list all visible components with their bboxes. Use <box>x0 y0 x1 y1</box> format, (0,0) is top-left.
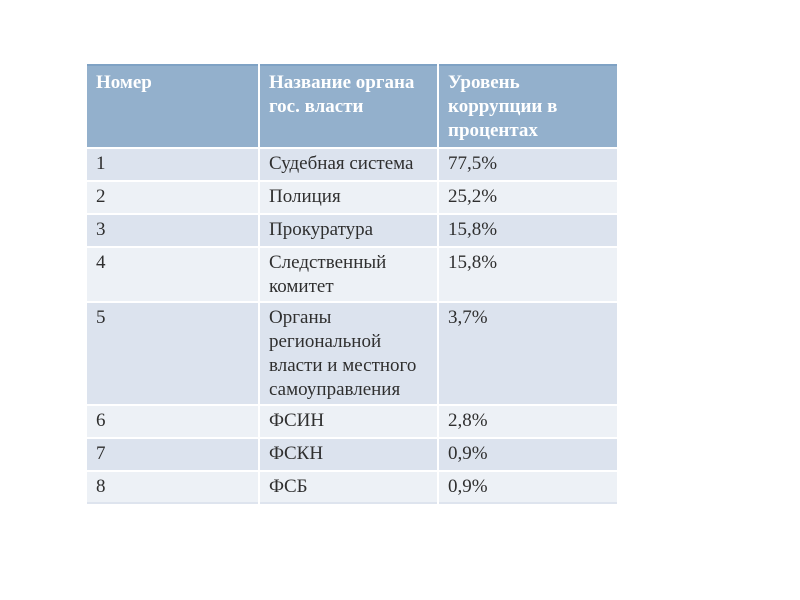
cell-percent: 2,8% <box>439 406 617 437</box>
corruption-table: Номер Название органа гос. власти Уровен… <box>85 62 619 506</box>
cell-percent: 15,8% <box>439 248 617 301</box>
cell-percent: 0,9% <box>439 439 617 470</box>
table-row: 6 ФСИН 2,8% <box>87 406 617 437</box>
cell-percent: 77,5% <box>439 149 617 180</box>
cell-organ: Органы региональной власти и местного са… <box>260 303 437 404</box>
column-header-number: Номер <box>87 64 258 147</box>
cell-percent: 15,8% <box>439 215 617 246</box>
table-row: 3 Прокуратура 15,8% <box>87 215 617 246</box>
cell-percent: 25,2% <box>439 182 617 213</box>
table-row: 1 Судебная система 77,5% <box>87 149 617 180</box>
table-header-row: Номер Название органа гос. власти Уровен… <box>87 64 617 147</box>
cell-number: 7 <box>87 439 258 470</box>
table-row: 2 Полиция 25,2% <box>87 182 617 213</box>
cell-organ: Судебная система <box>260 149 437 180</box>
cell-number: 8 <box>87 472 258 504</box>
cell-percent: 0,9% <box>439 472 617 504</box>
cell-organ: ФСБ <box>260 472 437 504</box>
cell-number: 5 <box>87 303 258 404</box>
cell-number: 1 <box>87 149 258 180</box>
cell-number: 4 <box>87 248 258 301</box>
cell-organ: ФСИН <box>260 406 437 437</box>
cell-organ: ФСКН <box>260 439 437 470</box>
cell-number: 3 <box>87 215 258 246</box>
cell-organ: Следственный комитет <box>260 248 437 301</box>
table-row: 8 ФСБ 0,9% <box>87 472 617 504</box>
cell-organ: Прокуратура <box>260 215 437 246</box>
column-header-level: Уровень коррупции в процентах <box>439 64 617 147</box>
cell-organ: Полиция <box>260 182 437 213</box>
table-row: 5 Органы региональной власти и местного … <box>87 303 617 404</box>
table-row: 4 Следственный комитет 15,8% <box>87 248 617 301</box>
table-row: 7 ФСКН 0,9% <box>87 439 617 470</box>
cell-percent: 3,7% <box>439 303 617 404</box>
cell-number: 6 <box>87 406 258 437</box>
column-header-organ: Название органа гос. власти <box>260 64 437 147</box>
cell-number: 2 <box>87 182 258 213</box>
